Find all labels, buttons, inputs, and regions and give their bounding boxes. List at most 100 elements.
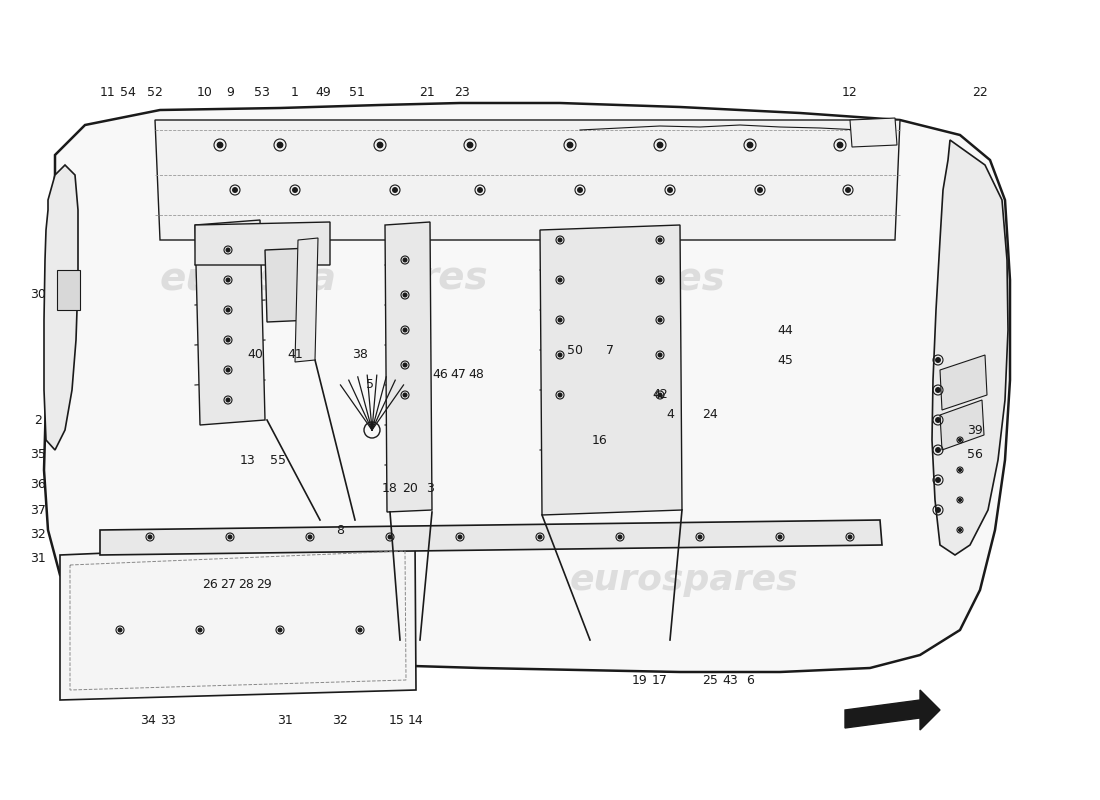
Circle shape [958, 529, 961, 531]
Text: 32: 32 [30, 529, 46, 542]
Text: 52: 52 [147, 86, 163, 99]
Text: 2: 2 [34, 414, 42, 426]
Text: 30: 30 [30, 289, 46, 302]
Circle shape [227, 308, 230, 312]
Circle shape [958, 498, 961, 502]
Text: 31: 31 [30, 551, 46, 565]
Circle shape [618, 535, 621, 539]
Text: 40: 40 [248, 349, 263, 362]
Text: 31: 31 [277, 714, 293, 726]
Circle shape [148, 535, 152, 539]
Polygon shape [57, 270, 80, 310]
Text: 13: 13 [240, 454, 256, 466]
Circle shape [228, 535, 232, 539]
Text: 55: 55 [270, 454, 286, 466]
Text: 47: 47 [450, 369, 466, 382]
Polygon shape [60, 540, 416, 700]
Circle shape [848, 535, 851, 539]
Polygon shape [100, 520, 882, 555]
Text: 44: 44 [777, 323, 793, 337]
Circle shape [658, 393, 662, 397]
Circle shape [658, 238, 662, 242]
Circle shape [558, 393, 562, 397]
Circle shape [846, 188, 850, 192]
Circle shape [293, 188, 297, 192]
Circle shape [404, 393, 407, 397]
Circle shape [936, 508, 940, 512]
Polygon shape [385, 222, 432, 512]
Text: 12: 12 [843, 86, 858, 99]
Text: 45: 45 [777, 354, 793, 366]
Polygon shape [850, 118, 896, 147]
Circle shape [558, 354, 562, 357]
Text: 29: 29 [256, 578, 272, 591]
Circle shape [404, 258, 407, 262]
Text: 51: 51 [349, 86, 365, 99]
Polygon shape [195, 222, 330, 265]
Polygon shape [265, 248, 312, 322]
Polygon shape [940, 355, 987, 410]
Circle shape [538, 535, 542, 539]
Text: 37: 37 [30, 503, 46, 517]
Circle shape [233, 188, 238, 192]
Circle shape [477, 188, 482, 192]
Circle shape [459, 535, 462, 539]
Circle shape [698, 535, 702, 539]
Text: 35: 35 [30, 449, 46, 462]
Text: 25: 25 [702, 674, 718, 686]
Circle shape [404, 363, 407, 366]
Text: 56: 56 [967, 449, 983, 462]
Circle shape [658, 354, 662, 357]
Text: 21: 21 [419, 86, 435, 99]
Circle shape [468, 142, 473, 148]
Text: 15: 15 [389, 714, 405, 726]
Text: 10: 10 [197, 86, 213, 99]
Text: 5: 5 [366, 378, 374, 391]
Text: 22: 22 [972, 86, 988, 99]
Circle shape [837, 142, 843, 148]
Text: 20: 20 [403, 482, 418, 494]
Text: 50: 50 [566, 343, 583, 357]
Text: 24: 24 [702, 409, 718, 422]
Circle shape [404, 328, 407, 332]
Text: 4: 4 [667, 409, 674, 422]
Text: 23: 23 [454, 86, 470, 99]
Polygon shape [195, 220, 265, 425]
Text: 7: 7 [606, 343, 614, 357]
Text: 48: 48 [469, 369, 484, 382]
Text: 6: 6 [746, 674, 754, 686]
Circle shape [388, 535, 392, 539]
Text: 34: 34 [140, 714, 156, 726]
Circle shape [277, 142, 283, 148]
Circle shape [936, 418, 940, 422]
Text: 38: 38 [352, 349, 367, 362]
Circle shape [936, 478, 940, 482]
Circle shape [404, 293, 407, 297]
Circle shape [668, 188, 672, 192]
Circle shape [936, 448, 940, 452]
Text: 14: 14 [408, 714, 424, 726]
Polygon shape [44, 165, 78, 450]
Circle shape [936, 388, 940, 392]
Polygon shape [940, 400, 984, 450]
Polygon shape [845, 690, 940, 730]
Text: 49: 49 [315, 86, 331, 99]
Polygon shape [155, 120, 900, 240]
Polygon shape [540, 225, 682, 515]
Circle shape [198, 628, 201, 632]
Text: 19: 19 [632, 674, 648, 686]
Text: eurospares: eurospares [570, 563, 799, 597]
Text: 1: 1 [292, 86, 299, 99]
Circle shape [118, 628, 122, 632]
Circle shape [658, 278, 662, 282]
Circle shape [758, 188, 762, 192]
Circle shape [778, 535, 782, 539]
Text: 9: 9 [227, 86, 234, 99]
Circle shape [936, 358, 940, 362]
Circle shape [227, 278, 230, 282]
Circle shape [568, 142, 573, 148]
Text: 8: 8 [336, 523, 344, 537]
Circle shape [658, 142, 662, 148]
Circle shape [218, 142, 222, 148]
Text: 28: 28 [238, 578, 254, 591]
